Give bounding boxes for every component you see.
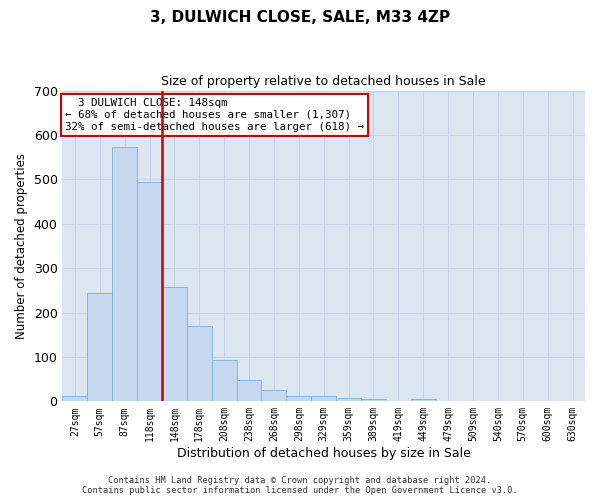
X-axis label: Distribution of detached houses by size in Sale: Distribution of detached houses by size …: [177, 447, 470, 460]
Bar: [137, 182, 162, 402]
Bar: [187, 326, 212, 402]
Bar: [311, 396, 336, 402]
Bar: [361, 399, 386, 402]
Bar: [286, 396, 311, 402]
Bar: [88, 294, 112, 402]
Bar: [112, 148, 137, 402]
Bar: [411, 399, 436, 402]
Bar: [62, 396, 88, 402]
Text: Contains HM Land Registry data © Crown copyright and database right 2024.
Contai: Contains HM Land Registry data © Crown c…: [82, 476, 518, 495]
Bar: [262, 390, 286, 402]
Bar: [336, 398, 361, 402]
Bar: [212, 360, 236, 402]
Y-axis label: Number of detached properties: Number of detached properties: [15, 153, 28, 339]
Text: 3, DULWICH CLOSE, SALE, M33 4ZP: 3, DULWICH CLOSE, SALE, M33 4ZP: [150, 10, 450, 25]
Text: 3 DULWICH CLOSE: 148sqm
← 68% of detached houses are smaller (1,307)
32% of semi: 3 DULWICH CLOSE: 148sqm ← 68% of detache…: [65, 98, 364, 132]
Bar: [236, 380, 262, 402]
Title: Size of property relative to detached houses in Sale: Size of property relative to detached ho…: [161, 75, 486, 88]
Bar: [162, 287, 187, 402]
